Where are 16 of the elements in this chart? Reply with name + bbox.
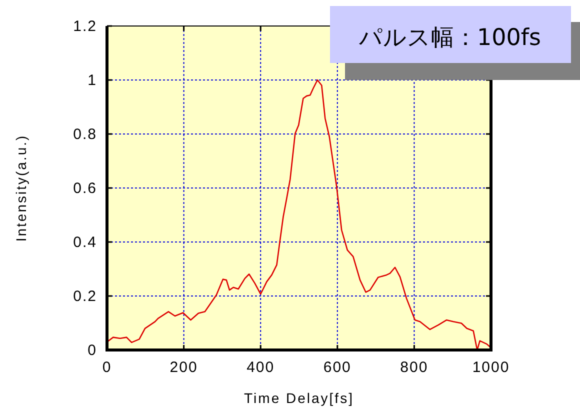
y-tick-label: 0.6 (73, 180, 97, 197)
y-tick-label: 0 (88, 342, 97, 359)
y-tick-label: 0.2 (73, 288, 97, 305)
x-tick-label: 1000 (472, 359, 510, 376)
x-tick-label: 0 (102, 359, 112, 376)
y-tick-label: 0.8 (73, 126, 97, 143)
x-axis-title: Time Delay[fs] (244, 390, 354, 406)
x-tick-label: 200 (170, 359, 198, 376)
annotation: パルス幅：100fs (358, 25, 541, 51)
y-axis-title: Intensity(a.u.) (13, 134, 29, 242)
x-tick-label: 600 (323, 359, 352, 376)
x-tick-label: 800 (400, 359, 428, 376)
y-tick-label: 1 (88, 72, 97, 89)
x-tick-label: 400 (246, 359, 275, 376)
y-tick-label: 1.2 (73, 18, 97, 35)
y-tick-label: 0.4 (73, 234, 97, 251)
